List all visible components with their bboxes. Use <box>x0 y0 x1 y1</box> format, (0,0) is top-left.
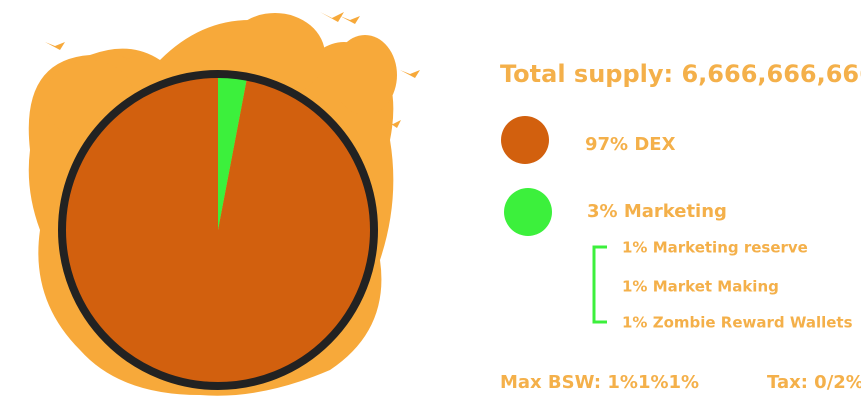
sub-item: 1% Market Making <box>622 278 779 296</box>
sub-item: 1% Marketing reserve <box>622 239 808 257</box>
legend-icon <box>504 188 552 236</box>
sub-item: 1% Zombie Reward Wallets <box>622 314 853 332</box>
legend: 97% DEX 3% Marketing <box>501 116 727 236</box>
total-supply: Total supply: 6,666,666,666 <box>500 60 861 88</box>
pie-outline <box>58 70 378 390</box>
pie <box>61 74 374 387</box>
tax: Tax: 0/2% <box>767 372 861 393</box>
legend-label: 3% Marketing <box>587 201 727 222</box>
pie-slice <box>61 74 374 387</box>
bracket <box>592 245 607 324</box>
pie-slice <box>218 74 248 230</box>
legend-icon <box>501 116 549 164</box>
max-wallet: Max BSW: 1%1%1% <box>500 372 699 393</box>
legend-label: 97% DEX <box>585 134 676 155</box>
